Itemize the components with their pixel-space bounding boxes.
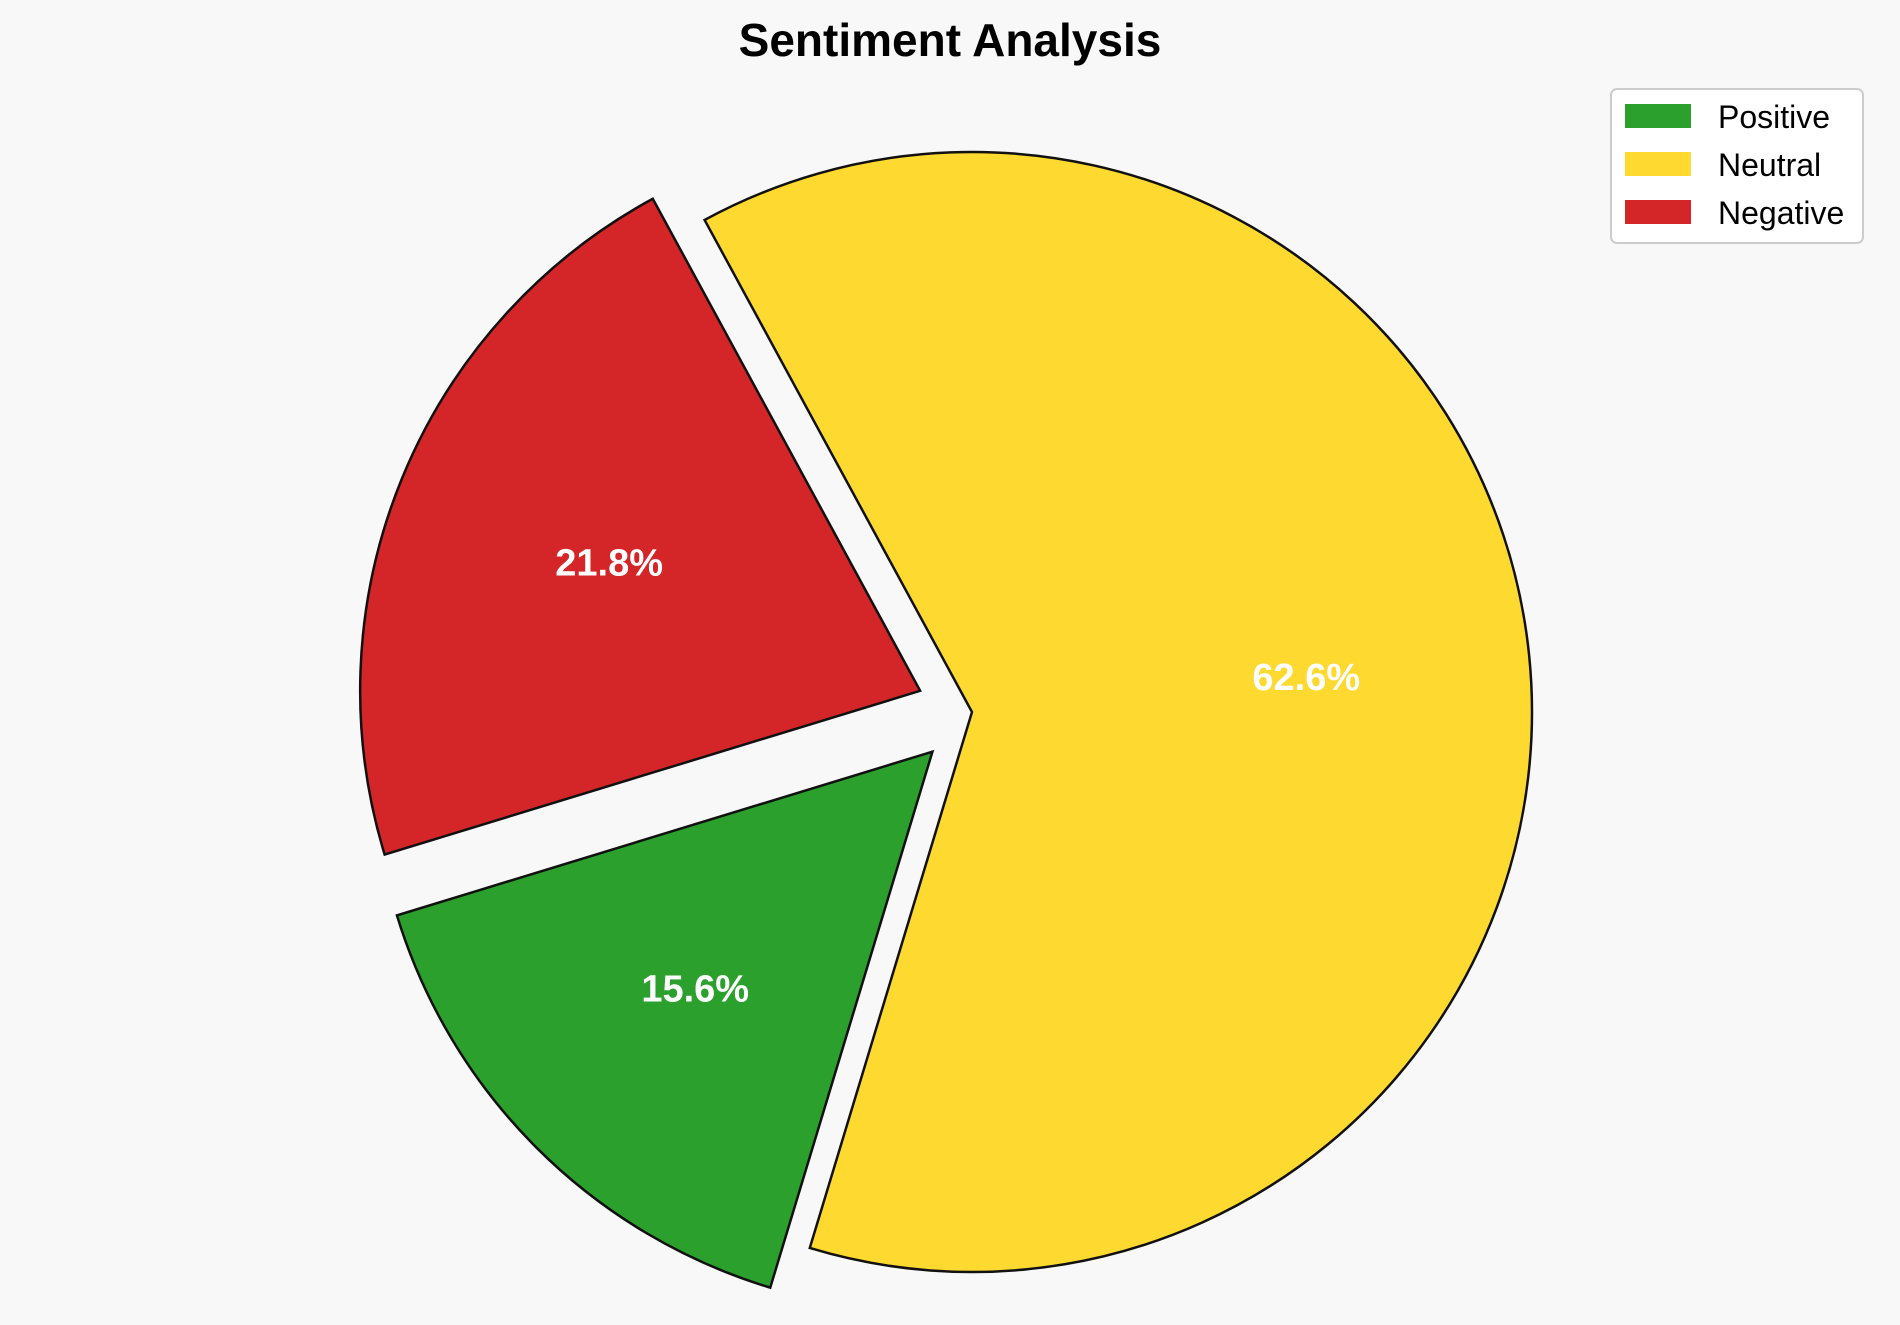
legend-swatch-positive <box>1625 104 1691 128</box>
legend-label-neutral: Neutral <box>1718 147 1821 183</box>
pie-slice-positive <box>395 749 935 1290</box>
pie-slice-negative <box>358 197 922 857</box>
chart-title: Sentiment Analysis <box>739 14 1162 66</box>
legend: Positive Neutral Negative <box>1610 88 1864 244</box>
pie-slice-labels: 15.6% 62.6% 21.8% <box>555 543 1360 1011</box>
pie-label-positive: 15.6% <box>641 969 749 1011</box>
pie-slices <box>358 150 1534 1290</box>
legend-swatch-neutral <box>1625 152 1691 176</box>
legend-label-positive: Positive <box>1718 99 1830 135</box>
legend-swatch-negative <box>1625 200 1691 224</box>
legend-label-negative: Negative <box>1718 195 1844 231</box>
pie-slice-neutral <box>702 150 1534 1274</box>
pie-label-negative: 21.8% <box>555 543 663 585</box>
pie-label-neutral: 62.6% <box>1252 657 1360 699</box>
